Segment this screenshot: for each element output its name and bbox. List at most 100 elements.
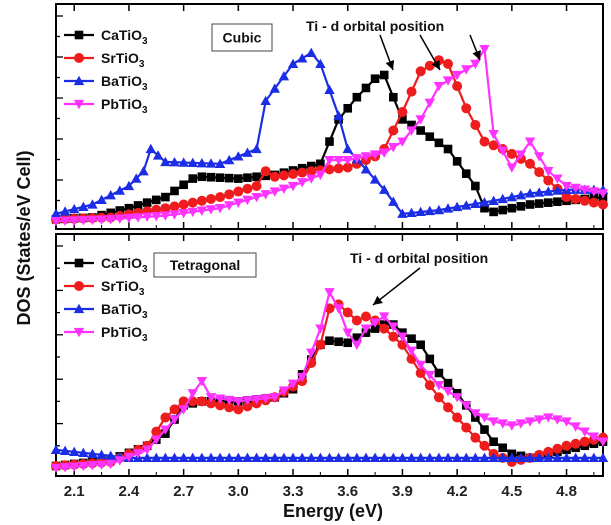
data-point-batio3 xyxy=(333,110,344,120)
data-point-srtio3 xyxy=(351,315,362,326)
data-point-batio3 xyxy=(415,206,426,217)
data-point-catio3 xyxy=(142,198,152,207)
data-point-catio3 xyxy=(306,161,316,171)
data-point-batio3 xyxy=(96,449,107,460)
data-point-batio3 xyxy=(497,193,508,204)
data-point-srtio3 xyxy=(479,440,490,451)
data-point-pbtio3 xyxy=(69,216,80,226)
legend-marker-pbtio3 xyxy=(73,99,85,110)
data-point-srtio3 xyxy=(233,404,244,415)
data-point-pbtio3 xyxy=(269,187,280,197)
data-point-srtio3 xyxy=(506,148,517,159)
data-point-pbtio3 xyxy=(588,187,600,197)
data-point-pbtio3 xyxy=(561,417,572,427)
data-point-pbtio3 xyxy=(205,205,217,215)
data-point-batio3 xyxy=(50,208,62,218)
data-point-pbtio3 xyxy=(251,395,262,405)
data-point-batio3 xyxy=(78,447,89,457)
data-point-batio3 xyxy=(269,83,280,93)
data-point-batio3 xyxy=(533,452,545,463)
panel-label: Cubic xyxy=(223,30,262,46)
data-point-batio3 xyxy=(506,452,518,463)
data-point-pbtio3 xyxy=(506,163,518,173)
data-point-srtio3 xyxy=(598,199,608,210)
annotation-arrowhead xyxy=(431,59,440,70)
data-point-catio3 xyxy=(498,205,508,215)
data-point-pbtio3 xyxy=(169,415,180,425)
data-point-pbtio3 xyxy=(114,456,126,466)
data-point-batio3 xyxy=(533,187,545,197)
data-point-batio3 xyxy=(224,154,235,165)
data-point-srtio3 xyxy=(379,323,390,334)
data-point-pbtio3 xyxy=(451,70,463,81)
data-point-catio3 xyxy=(252,172,261,182)
plot-frame xyxy=(55,233,604,477)
data-point-catio3 xyxy=(416,126,425,135)
data-point-batio3 xyxy=(59,445,71,455)
data-point-pbtio3 xyxy=(178,405,189,415)
data-point-pbtio3 xyxy=(488,417,499,427)
data-point-batio3 xyxy=(397,208,408,218)
panel-label-box xyxy=(211,23,273,52)
legend-marker-batio3 xyxy=(73,303,85,314)
data-point-catio3 xyxy=(224,173,234,183)
data-point-batio3 xyxy=(138,166,149,176)
data-point-batio3 xyxy=(123,180,135,191)
data-point-batio3 xyxy=(524,188,536,198)
panel-label-box xyxy=(153,252,257,278)
data-point-srtio3 xyxy=(470,119,481,130)
data-point-batio3 xyxy=(470,198,481,209)
data-point-pbtio3 xyxy=(59,216,71,227)
data-point-srtio3 xyxy=(406,86,417,97)
data-point-pbtio3 xyxy=(424,370,435,381)
data-point-batio3 xyxy=(169,452,180,463)
data-point-pbtio3 xyxy=(369,318,381,328)
legend-label-pbtio3: PbTiO3 xyxy=(101,324,148,344)
data-point-pbtio3 xyxy=(151,212,162,222)
data-point-pbtio3 xyxy=(360,324,372,334)
data-point-catio3 xyxy=(325,137,334,146)
data-point-catio3 xyxy=(407,334,416,343)
data-point-batio3 xyxy=(296,53,308,63)
data-point-batio3 xyxy=(406,452,417,463)
data-point-pbtio3 xyxy=(515,419,527,429)
data-point-pbtio3 xyxy=(160,211,171,221)
data-point-batio3 xyxy=(251,143,262,154)
data-point-pbtio3 xyxy=(451,393,463,403)
data-point-batio3 xyxy=(105,190,116,200)
annotation-text: Ti - d orbital position xyxy=(350,250,488,266)
data-point-srtio3 xyxy=(215,400,226,411)
data-point-batio3 xyxy=(543,452,554,463)
data-point-srtio3 xyxy=(397,107,408,117)
legend-marker-batio3 xyxy=(73,75,85,86)
annotation-arrowhead xyxy=(472,49,481,60)
data-point-pbtio3 xyxy=(324,288,335,298)
data-point-catio3 xyxy=(161,192,170,202)
data-point-batio3 xyxy=(214,452,226,463)
data-point-srtio3 xyxy=(443,402,454,413)
data-point-batio3 xyxy=(50,444,62,454)
legend-marker-srtio3 xyxy=(74,53,84,63)
data-point-pbtio3 xyxy=(351,154,363,164)
data-point-batio3 xyxy=(224,452,235,463)
data-point-pbtio3 xyxy=(570,422,581,432)
data-point-catio3 xyxy=(407,120,416,130)
data-point-pbtio3 xyxy=(424,98,435,108)
data-point-pbtio3 xyxy=(442,387,454,397)
data-point-pbtio3 xyxy=(369,150,381,160)
data-point-catio3 xyxy=(352,92,362,102)
data-point-batio3 xyxy=(424,205,435,216)
data-point-batio3 xyxy=(152,150,164,160)
data-point-batio3 xyxy=(342,143,353,154)
data-point-batio3 xyxy=(178,452,189,463)
data-point-srtio3 xyxy=(360,311,371,322)
data-point-catio3 xyxy=(498,443,508,453)
data-point-catio3 xyxy=(544,198,553,207)
data-point-pbtio3 xyxy=(233,198,244,208)
data-point-pbtio3 xyxy=(379,148,390,158)
data-point-batio3 xyxy=(369,452,381,463)
data-point-srtio3 xyxy=(424,60,435,71)
data-point-srtio3 xyxy=(215,192,226,203)
data-point-catio3 xyxy=(416,340,425,350)
